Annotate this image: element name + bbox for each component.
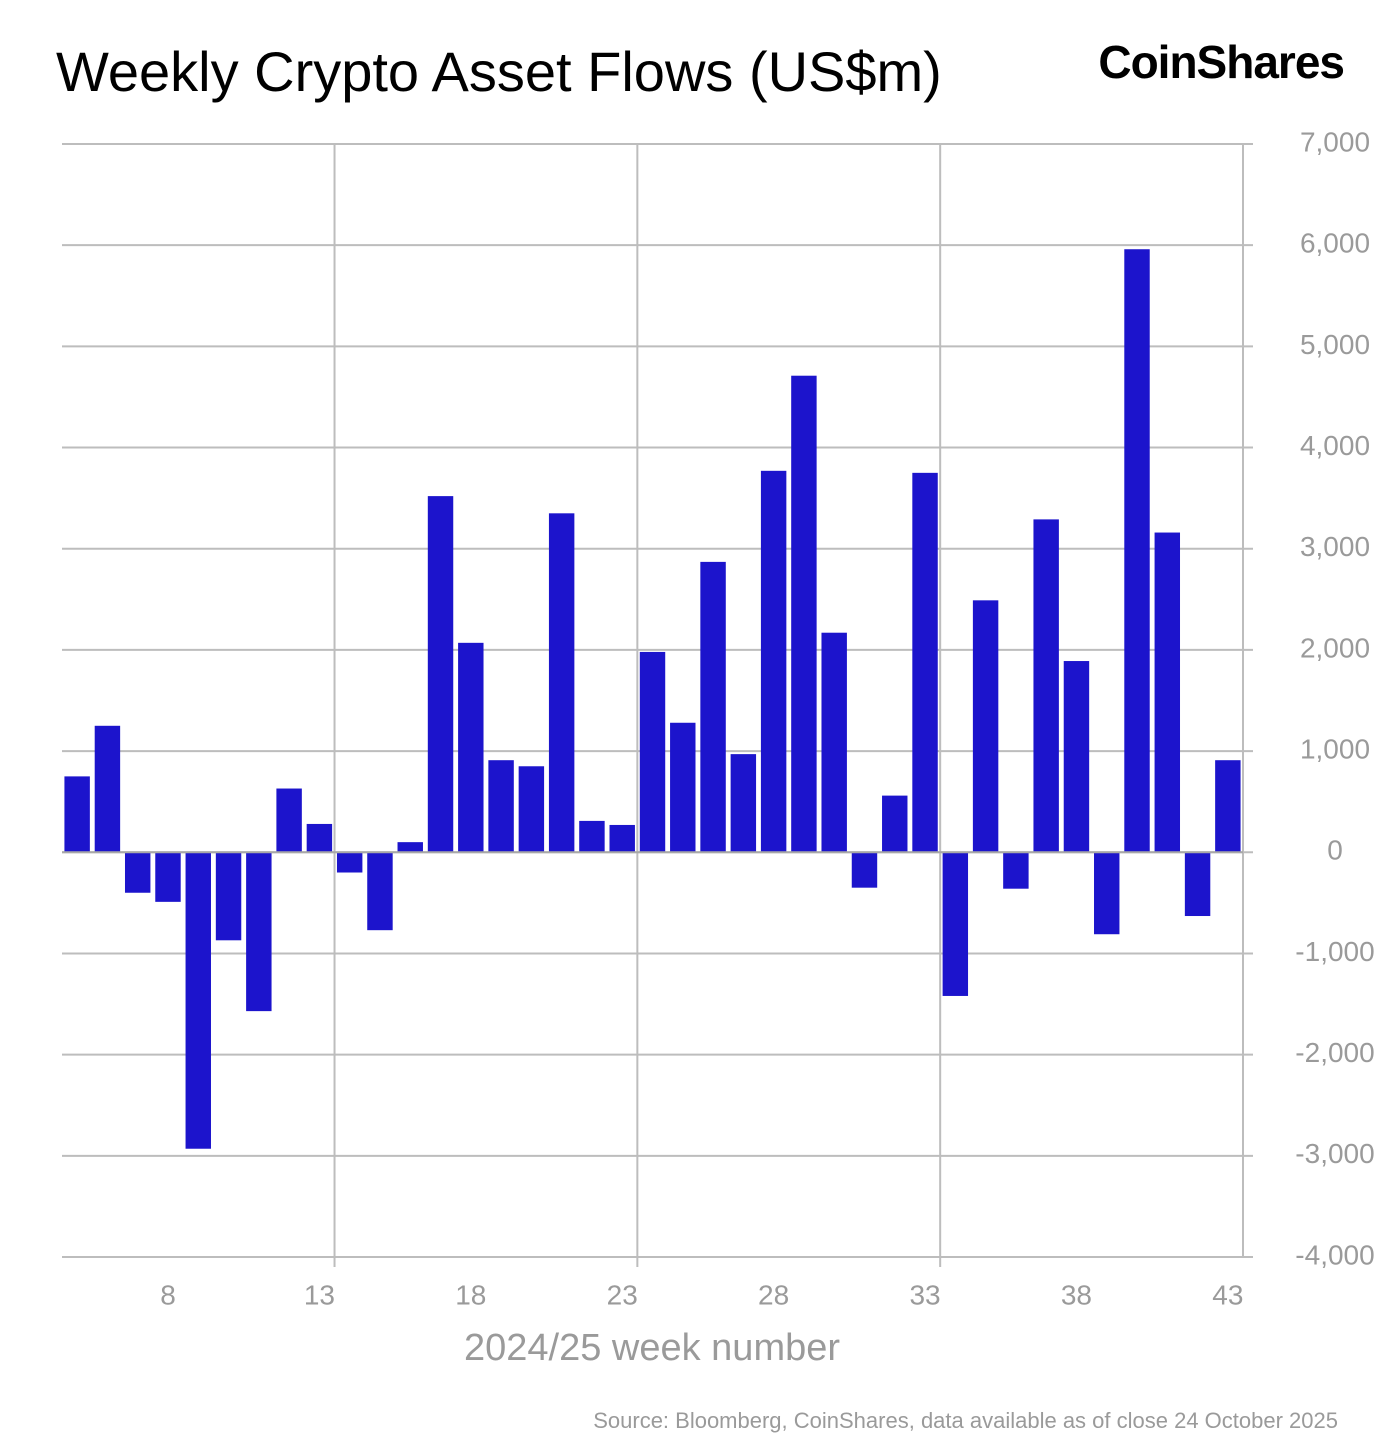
bar bbox=[1124, 249, 1150, 853]
bar bbox=[609, 824, 635, 853]
x-tick-label: 38 bbox=[1061, 1279, 1092, 1310]
bar bbox=[215, 852, 242, 941]
bar bbox=[246, 852, 272, 1012]
bar bbox=[791, 375, 817, 853]
bar bbox=[972, 600, 999, 853]
bar bbox=[579, 820, 605, 853]
bar bbox=[458, 642, 484, 853]
bar bbox=[94, 725, 121, 853]
x-tick-label: 28 bbox=[758, 1279, 789, 1310]
y-tick-label: 7,000 bbox=[1300, 126, 1370, 157]
y-tick-label: -2,000 bbox=[1295, 1037, 1374, 1068]
bar bbox=[760, 470, 787, 853]
bar bbox=[1094, 852, 1120, 935]
bar bbox=[276, 788, 302, 853]
bar bbox=[548, 513, 575, 853]
y-tick-label: 4,000 bbox=[1300, 430, 1370, 461]
y-tick-label: -4,000 bbox=[1295, 1239, 1374, 1270]
bar bbox=[488, 760, 514, 853]
bar bbox=[851, 852, 878, 888]
x-axis-label: 2024/25 week number bbox=[464, 1327, 840, 1369]
bar bbox=[124, 852, 151, 893]
bar bbox=[1063, 661, 1090, 853]
y-tick-label: -1,000 bbox=[1295, 936, 1374, 967]
bar bbox=[518, 766, 545, 853]
bar bbox=[336, 852, 363, 873]
x-tick-label: 13 bbox=[304, 1279, 335, 1310]
bar bbox=[427, 496, 454, 853]
source-note: Source: Bloomberg, CoinShares, data avai… bbox=[593, 1408, 1338, 1433]
bar bbox=[397, 842, 423, 853]
bar bbox=[942, 852, 969, 996]
bar bbox=[639, 651, 666, 853]
x-tick-label: 33 bbox=[909, 1279, 940, 1310]
bar bbox=[912, 472, 938, 853]
bar bbox=[185, 852, 211, 1149]
bar bbox=[1184, 852, 1211, 917]
y-tick-label: 5,000 bbox=[1300, 329, 1370, 360]
x-tick-label: 43 bbox=[1212, 1279, 1243, 1310]
bar bbox=[1033, 519, 1059, 853]
y-tick-label: 3,000 bbox=[1300, 531, 1370, 562]
y-tick-label: 2,000 bbox=[1300, 632, 1370, 663]
bar bbox=[700, 561, 726, 853]
bar bbox=[821, 632, 847, 853]
x-tick-label: 18 bbox=[455, 1279, 486, 1310]
y-tick-label: 1,000 bbox=[1300, 733, 1370, 764]
bar bbox=[1215, 760, 1241, 853]
x-tick-label: 23 bbox=[607, 1279, 638, 1310]
bar bbox=[367, 852, 393, 931]
bar bbox=[730, 754, 757, 853]
bar bbox=[64, 776, 90, 853]
x-tick-label: 8 bbox=[160, 1279, 176, 1310]
y-tick-label: -3,000 bbox=[1295, 1138, 1374, 1169]
bar bbox=[670, 722, 696, 853]
y-tick-label: 6,000 bbox=[1300, 228, 1370, 259]
brand-logo: CoinShares bbox=[1098, 36, 1344, 88]
bar bbox=[306, 823, 333, 853]
y-tick-label: 0 bbox=[1327, 835, 1343, 866]
bar bbox=[155, 852, 181, 902]
chart-title: Weekly Crypto Asset Flows (US$m) bbox=[56, 40, 942, 103]
bar bbox=[882, 795, 908, 853]
bar bbox=[1154, 532, 1181, 853]
bar bbox=[1003, 852, 1029, 889]
